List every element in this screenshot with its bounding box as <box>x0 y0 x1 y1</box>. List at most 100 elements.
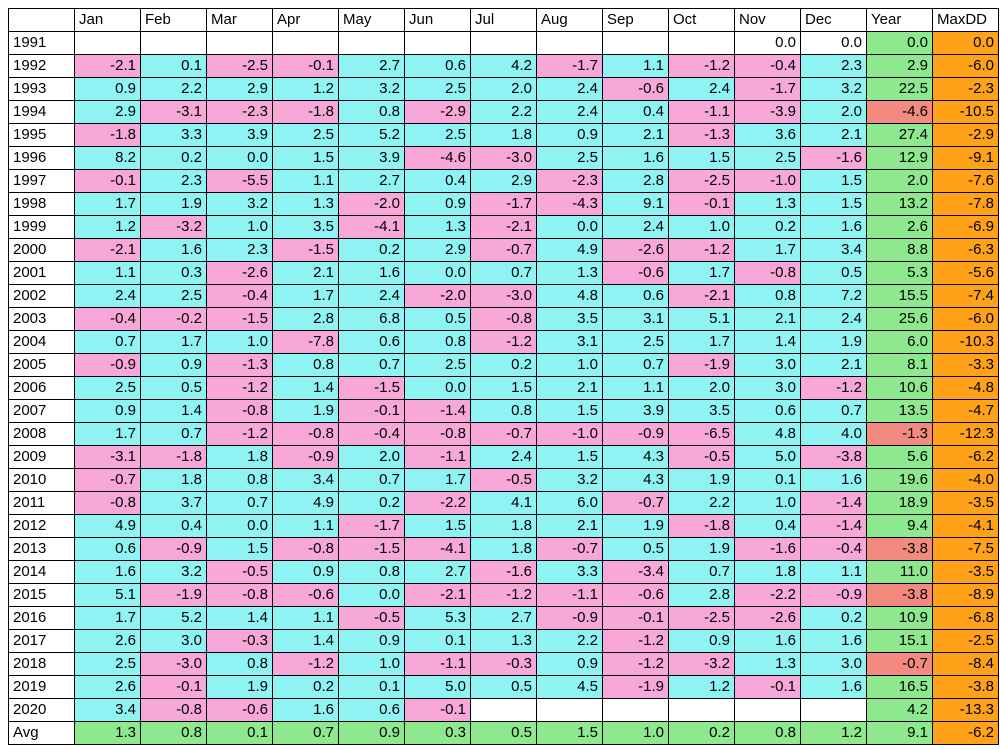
month-cell: -2.5 <box>668 606 735 630</box>
month-cell: 2.8 <box>272 307 339 331</box>
month-cell: 1.7 <box>272 284 339 308</box>
month-cell: 2.5 <box>404 353 471 377</box>
month-cell: 1.7 <box>74 192 141 216</box>
month-cell: 1.7 <box>74 606 141 630</box>
month-cell: 0.7 <box>338 353 405 377</box>
month-cell: -1.2 <box>272 652 339 676</box>
month-cell: -1.8 <box>668 514 735 538</box>
year-cell: 19.6 <box>866 468 933 492</box>
month-cell: -2.2 <box>404 491 471 515</box>
year-cell: 13.5 <box>866 399 933 423</box>
row-label: 2012 <box>8 514 75 538</box>
year-cell: -0.7 <box>866 652 933 676</box>
month-cell: 0.0 <box>800 31 867 55</box>
month-cell: -0.4 <box>734 54 801 78</box>
month-cell: -0.8 <box>272 422 339 446</box>
column-header: Jun <box>404 8 471 32</box>
month-cell: -1.2 <box>470 330 537 354</box>
month-cell: 3.3 <box>536 560 603 584</box>
month-cell: -1.4 <box>404 399 471 423</box>
month-cell: 4.2 <box>470 54 537 78</box>
month-cell: -0.5 <box>206 560 273 584</box>
month-cell: 3.2 <box>800 77 867 101</box>
month-cell <box>800 698 867 722</box>
month-cell: -4.1 <box>404 537 471 561</box>
maxdd-cell: -4.1 <box>932 514 999 538</box>
month-cell <box>74 31 141 55</box>
month-cell: 0.8 <box>470 399 537 423</box>
month-cell: -0.7 <box>74 468 141 492</box>
month-cell: -0.8 <box>74 491 141 515</box>
header-row: Jan Feb Mar Apr May Jun Jul Aug Sep Oct Nov Dec Year… <box>8 8 999 32</box>
year-cell: 16.5 <box>866 675 933 699</box>
month-cell: 0.8 <box>206 468 273 492</box>
month-cell: -0.9 <box>272 445 339 469</box>
month-cell: 1.5 <box>668 146 735 170</box>
month-cell: 9.1 <box>602 192 669 216</box>
month-cell: 0.9 <box>140 353 207 377</box>
row-label: 1998 <box>8 192 75 216</box>
year-cell: 11.0 <box>866 560 933 584</box>
month-cell: 0.1 <box>338 675 405 699</box>
month-cell: -0.4 <box>338 422 405 446</box>
table-row: 1997 -0.1 2.3 -5.5 1.1 2.7 0.4 2.9 -2.3 2.8 -2.5 -1… <box>8 169 999 193</box>
table-row: 2004 0.7 1.7 1.0 -7.8 0.6 0.8 -1.2 3.1 2.5 1.7 1.4 1… <box>8 330 999 354</box>
maxdd-cell: -2.3 <box>932 77 999 101</box>
month-cell: 1.5 <box>470 376 537 400</box>
year-cell: 8.1 <box>866 353 933 377</box>
month-cell: 0.2 <box>470 353 537 377</box>
column-header: Dec <box>800 8 867 32</box>
month-cell: -1.1 <box>536 583 603 607</box>
month-cell: -0.1 <box>734 675 801 699</box>
table-row: 2012 4.9 0.4 0.0 1.1 -1.7 1.5 1.8 2.1 1.9 -1.8 0.4-… <box>8 514 999 538</box>
month-cell: 0.5 <box>404 307 471 331</box>
month-cell: 1.7 <box>140 330 207 354</box>
month-cell: 1.7 <box>668 261 735 285</box>
month-cell: 0.8 <box>404 330 471 354</box>
month-cell: 0.2 <box>338 238 405 262</box>
month-cell: -2.6 <box>602 238 669 262</box>
month-cell: 0.7 <box>338 468 405 492</box>
month-cell: 1.7 <box>734 238 801 262</box>
month-cell: 1.6 <box>800 468 867 492</box>
month-cell: 1.2 <box>272 77 339 101</box>
month-cell: 0.8 <box>140 721 207 745</box>
row-label: 2008 <box>8 422 75 446</box>
month-cell: -2.6 <box>734 606 801 630</box>
month-cell: -2.0 <box>404 284 471 308</box>
month-cell: 0.1 <box>140 54 207 78</box>
year-cell: -1.3 <box>866 422 933 446</box>
row-label: 2020 <box>8 698 75 722</box>
row-label: 1993 <box>8 77 75 101</box>
month-cell: 0.7 <box>470 261 537 285</box>
month-cell: 1.3 <box>404 215 471 239</box>
month-cell: 1.4 <box>140 399 207 423</box>
month-cell: 0.6 <box>734 399 801 423</box>
month-cell: 1.3 <box>272 192 339 216</box>
table-row: 2013 0.6 -0.9 1.5 -0.8 -1.5 -4.1 1.8 -0.7 0.5 1.9-… <box>8 537 999 561</box>
month-cell: 0.6 <box>338 698 405 722</box>
month-cell: 3.7 <box>140 491 207 515</box>
month-cell: 3.0 <box>734 376 801 400</box>
month-cell <box>272 31 339 55</box>
month-cell: -1.6 <box>734 537 801 561</box>
month-cell <box>668 698 735 722</box>
month-cell: 3.4 <box>74 698 141 722</box>
month-cell: -1.8 <box>272 100 339 124</box>
maxdd-cell: -12.3 <box>932 422 999 446</box>
month-cell: 1.6 <box>800 629 867 653</box>
month-cell: 2.9 <box>404 238 471 262</box>
month-cell: 3.9 <box>206 123 273 147</box>
maxdd-cell: -10.3 <box>932 330 999 354</box>
month-cell: -3.1 <box>140 100 207 124</box>
month-cell: 2.1 <box>800 123 867 147</box>
returns-table: Jan Feb Mar Apr May Jun Jul Aug Sep Oct Nov Dec Year… <box>8 8 999 745</box>
row-label: 2006 <box>8 376 75 400</box>
month-cell: 1.0 <box>206 215 273 239</box>
month-cell: 6.0 <box>536 491 603 515</box>
month-cell: 1.0 <box>206 330 273 354</box>
month-cell: 3.4 <box>272 468 339 492</box>
month-cell: -2.1 <box>404 583 471 607</box>
month-cell: 0.8 <box>338 100 405 124</box>
month-cell: 1.5 <box>206 537 273 561</box>
